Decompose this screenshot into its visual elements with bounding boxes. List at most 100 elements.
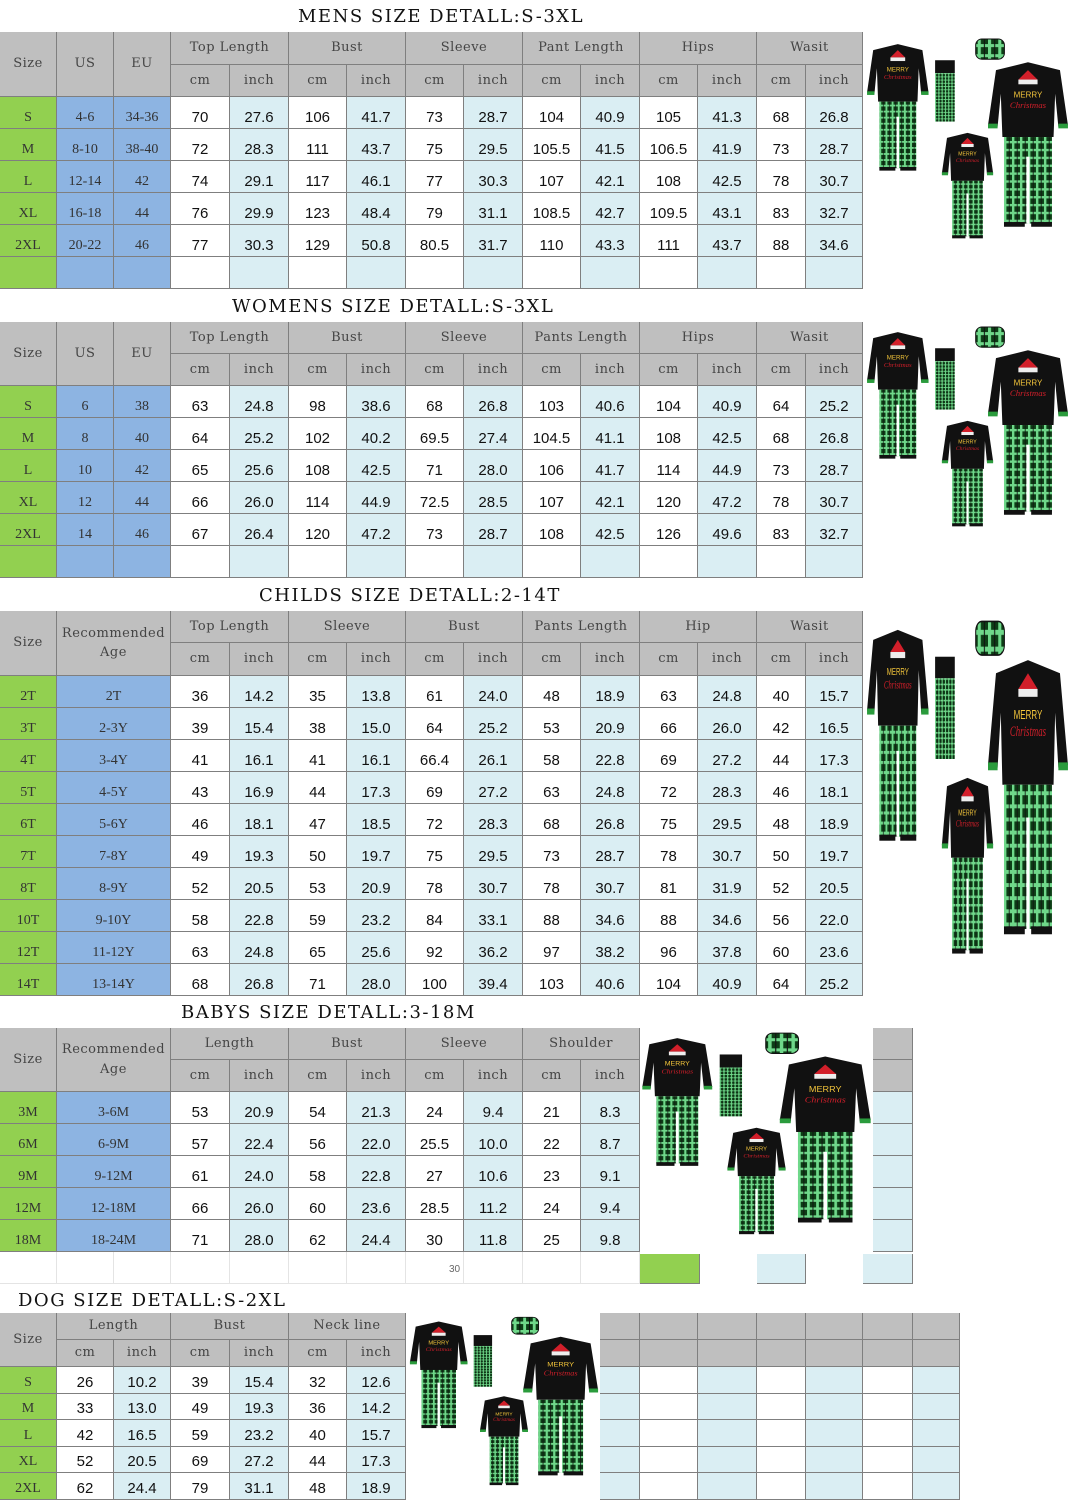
cm-cell-text: 66.4 xyxy=(419,752,450,769)
inch-cell: 42.5 xyxy=(347,450,406,482)
unit-header-cm: cm xyxy=(757,65,806,97)
cm-cell-text: 73 xyxy=(543,848,560,865)
unit-header-cm-text: cm xyxy=(424,361,445,377)
unit-header-cm-text: cm xyxy=(541,651,562,667)
unit-header-inch-text: inch xyxy=(477,361,509,377)
empty-cell xyxy=(289,1252,347,1284)
cm-cell: 111 xyxy=(640,225,698,257)
cm-cell-text: 65 xyxy=(191,462,209,479)
empty-cell xyxy=(913,1393,960,1421)
eu-cell: 42 xyxy=(114,161,171,193)
column-group-sleeve-text: Sleeve xyxy=(440,329,488,345)
column-group-shoulder-text: Shoulder xyxy=(549,1035,613,1051)
inch-cell-text: 18.5 xyxy=(361,816,391,833)
size-cell: 9M xyxy=(0,1156,57,1188)
cm-cell xyxy=(523,546,581,578)
cm-cell-text: 78 xyxy=(660,848,677,865)
column-group-pants-length-text: Pants Length xyxy=(534,618,628,634)
inch-cell: 17.3 xyxy=(347,1446,406,1474)
cm-cell: 62 xyxy=(57,1473,114,1500)
unit-header-inch: inch xyxy=(464,354,523,386)
cm-cell-text: 84 xyxy=(426,912,443,929)
us-cell-text: 4-6 xyxy=(75,110,95,125)
inch-cell-text: 25.2 xyxy=(819,976,849,993)
size-cell: S xyxy=(0,1367,57,1394)
cm-cell: 42 xyxy=(757,708,806,740)
inch-cell: 28.7 xyxy=(806,450,863,482)
cm-cell: 77 xyxy=(406,161,464,193)
inch-cell: 26.4 xyxy=(230,514,289,546)
cm-cell: 43 xyxy=(171,772,230,804)
inch-cell: 27.2 xyxy=(698,740,757,772)
unit-header-inch: inch xyxy=(464,643,523,676)
size-cell: M xyxy=(0,418,57,450)
svg-text:Christmas: Christmas xyxy=(805,1096,846,1105)
inch-cell: 9.8 xyxy=(581,1220,640,1252)
empty-cell xyxy=(757,1393,806,1421)
eu-cell-text: 38 xyxy=(135,399,149,414)
cm-cell-text: 71 xyxy=(191,1232,209,1249)
us-cell-text: 20-22 xyxy=(68,238,102,253)
svg-text:Christmas: Christmas xyxy=(884,679,912,691)
column-group-hips: Hips xyxy=(640,322,757,354)
inch-cell-text: 40.6 xyxy=(595,398,625,415)
cm-cell: 108 xyxy=(640,418,698,450)
inch-cell: 8.7 xyxy=(581,1124,640,1156)
inch-cell-text: 26.8 xyxy=(819,109,849,126)
cm-cell-text: 35 xyxy=(309,688,326,705)
column-group-sleeve: Sleeve xyxy=(406,1028,523,1060)
column-header-size: Size xyxy=(0,322,57,386)
unit-header-inch-text: inch xyxy=(711,361,743,377)
unit-header-cm: cm xyxy=(406,65,464,97)
size-cell: M xyxy=(0,129,57,161)
cm-cell-text: 77 xyxy=(191,237,209,254)
inch-cell: 18.9 xyxy=(581,676,640,708)
inch-cell-text: 41.3 xyxy=(712,109,742,126)
inch-cell: 36.2 xyxy=(464,932,523,964)
eu-cell-text: 40 xyxy=(135,431,149,446)
us-cell: 10 xyxy=(57,450,114,482)
inch-cell-text: 24.8 xyxy=(595,784,625,801)
unit-header-inch-text: inch xyxy=(360,1345,392,1361)
svg-text:Christmas: Christmas xyxy=(1010,388,1047,398)
size-cell: L xyxy=(0,450,57,482)
cm-cell: 50 xyxy=(289,836,347,868)
cm-cell-text: 24 xyxy=(426,1104,443,1121)
age-cell: 2T xyxy=(57,676,171,708)
inch-cell: 26.0 xyxy=(698,708,757,740)
size-cell: M xyxy=(0,1393,57,1421)
cm-cell: 107 xyxy=(523,482,581,514)
inch-cell: 15.4 xyxy=(230,1367,289,1394)
inch-cell: 22.0 xyxy=(347,1124,406,1156)
inch-cell-text: 25.6 xyxy=(244,462,274,479)
cm-cell: 100 xyxy=(406,964,464,996)
column-group-length: Length xyxy=(57,1313,171,1340)
inch-cell-text: 28.3 xyxy=(712,784,742,801)
us-cell-text: 6 xyxy=(81,399,89,414)
inch-cell: 25.2 xyxy=(806,386,863,418)
inch-cell-text: 26.8 xyxy=(819,430,849,447)
size-cell-text: 7T xyxy=(20,849,36,864)
size-cell-text: 12M xyxy=(14,1201,42,1216)
cm-cell: 21 xyxy=(523,1092,581,1124)
inch-cell: 40.9 xyxy=(698,964,757,996)
empty-cell xyxy=(230,1252,289,1284)
column-group-top-length-text: Top Length xyxy=(189,329,270,345)
unit-header-cm-text: cm xyxy=(189,651,211,667)
inch-cell: 31.7 xyxy=(464,225,523,257)
inch-cell-text: 42.5 xyxy=(712,430,742,447)
column-group-sleeve: Sleeve xyxy=(289,611,406,643)
unit-header-inch: inch xyxy=(581,354,640,386)
cm-cell: 106 xyxy=(289,97,347,129)
empty-cell xyxy=(698,1393,757,1421)
size-cell-text: L xyxy=(23,1427,33,1443)
cm-cell-text: 50 xyxy=(772,848,790,865)
age-cell-text: 12-18M xyxy=(90,1201,137,1216)
us-cell-text: 14 xyxy=(78,527,92,542)
inch-cell-text: 28.7 xyxy=(595,848,625,865)
cm-cell-text: 53 xyxy=(191,1104,209,1121)
eu-cell-text: 38-40 xyxy=(125,142,159,157)
cm-cell-text: 70 xyxy=(191,109,209,126)
unit-header-inch-text: inch xyxy=(818,651,850,667)
inch-cell-text: 41.1 xyxy=(595,430,625,447)
